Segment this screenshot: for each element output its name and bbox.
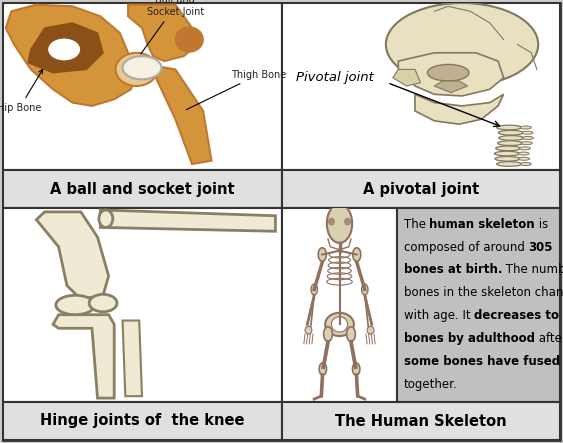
- Text: Hinge joints of  the knee: Hinge joints of the knee: [40, 413, 245, 428]
- Circle shape: [361, 284, 368, 295]
- Circle shape: [353, 248, 361, 261]
- Ellipse shape: [367, 326, 374, 334]
- Bar: [282, 170, 560, 208]
- Ellipse shape: [345, 218, 350, 225]
- Ellipse shape: [99, 210, 113, 227]
- Text: together.: together.: [404, 378, 457, 391]
- Ellipse shape: [519, 157, 530, 160]
- Circle shape: [352, 363, 360, 375]
- Ellipse shape: [89, 294, 117, 312]
- Ellipse shape: [497, 162, 522, 166]
- Text: Hip Bone: Hip Bone: [0, 70, 43, 113]
- Polygon shape: [37, 212, 109, 299]
- Polygon shape: [28, 23, 103, 73]
- Bar: [397, 208, 560, 402]
- Ellipse shape: [520, 163, 531, 166]
- Text: some bones have fused: some bones have fused: [404, 355, 560, 368]
- Circle shape: [324, 327, 332, 342]
- Ellipse shape: [427, 64, 469, 81]
- Text: Ball and
Socket Joint: Ball and Socket Joint: [141, 0, 204, 54]
- Text: A pivotal joint: A pivotal joint: [363, 182, 479, 197]
- Text: bones by adulthood: bones by adulthood: [404, 332, 534, 345]
- Polygon shape: [393, 70, 421, 86]
- Ellipse shape: [494, 151, 520, 156]
- Circle shape: [347, 327, 355, 342]
- Ellipse shape: [522, 131, 533, 134]
- Ellipse shape: [325, 313, 354, 336]
- Text: Thigh Bone: Thigh Bone: [186, 70, 286, 110]
- Text: A ball and socket joint: A ball and socket joint: [50, 182, 235, 197]
- Text: The Human Skeleton: The Human Skeleton: [335, 413, 507, 428]
- Ellipse shape: [115, 53, 157, 86]
- Bar: [3, 402, 282, 440]
- Text: decreases to 206: decreases to 206: [474, 309, 563, 322]
- Polygon shape: [128, 5, 198, 61]
- Text: bones in the skeleton changes: bones in the skeleton changes: [404, 286, 563, 299]
- Ellipse shape: [305, 326, 312, 334]
- Ellipse shape: [327, 204, 352, 243]
- Text: with age. It: with age. It: [404, 309, 474, 322]
- Ellipse shape: [522, 136, 534, 140]
- Ellipse shape: [47, 38, 81, 61]
- Polygon shape: [53, 315, 114, 398]
- Ellipse shape: [332, 317, 347, 332]
- Bar: [3, 3, 282, 170]
- Ellipse shape: [521, 142, 532, 145]
- Text: human skeleton: human skeleton: [429, 218, 535, 231]
- Ellipse shape: [386, 3, 538, 86]
- Polygon shape: [100, 210, 275, 231]
- Ellipse shape: [497, 125, 521, 130]
- Polygon shape: [6, 5, 136, 106]
- Circle shape: [318, 248, 327, 261]
- Ellipse shape: [329, 218, 334, 225]
- Text: The: The: [404, 218, 429, 231]
- Ellipse shape: [499, 136, 524, 140]
- Circle shape: [319, 363, 327, 375]
- Polygon shape: [434, 81, 468, 93]
- Ellipse shape: [495, 146, 521, 151]
- Text: is: is: [535, 218, 548, 231]
- Bar: [3, 170, 282, 208]
- Ellipse shape: [519, 147, 530, 150]
- Polygon shape: [399, 53, 503, 96]
- Text: Pivotal joint: Pivotal joint: [296, 71, 374, 84]
- Ellipse shape: [498, 130, 524, 135]
- Ellipse shape: [495, 156, 520, 161]
- Text: after: after: [534, 332, 563, 345]
- Ellipse shape: [56, 295, 95, 315]
- Polygon shape: [415, 94, 503, 124]
- Ellipse shape: [498, 141, 522, 145]
- Ellipse shape: [520, 126, 531, 129]
- Circle shape: [311, 284, 318, 295]
- Bar: [3, 208, 282, 402]
- Text: composed of around: composed of around: [404, 241, 528, 253]
- Bar: [282, 3, 560, 170]
- Text: 305: 305: [528, 241, 553, 253]
- Bar: [282, 208, 397, 402]
- Text: The number of: The number of: [502, 264, 563, 276]
- Polygon shape: [123, 321, 142, 396]
- Bar: [282, 402, 560, 440]
- Ellipse shape: [518, 152, 529, 155]
- Polygon shape: [156, 66, 212, 164]
- Ellipse shape: [175, 27, 203, 52]
- Text: bones at birth.: bones at birth.: [404, 264, 502, 276]
- Circle shape: [123, 56, 162, 79]
